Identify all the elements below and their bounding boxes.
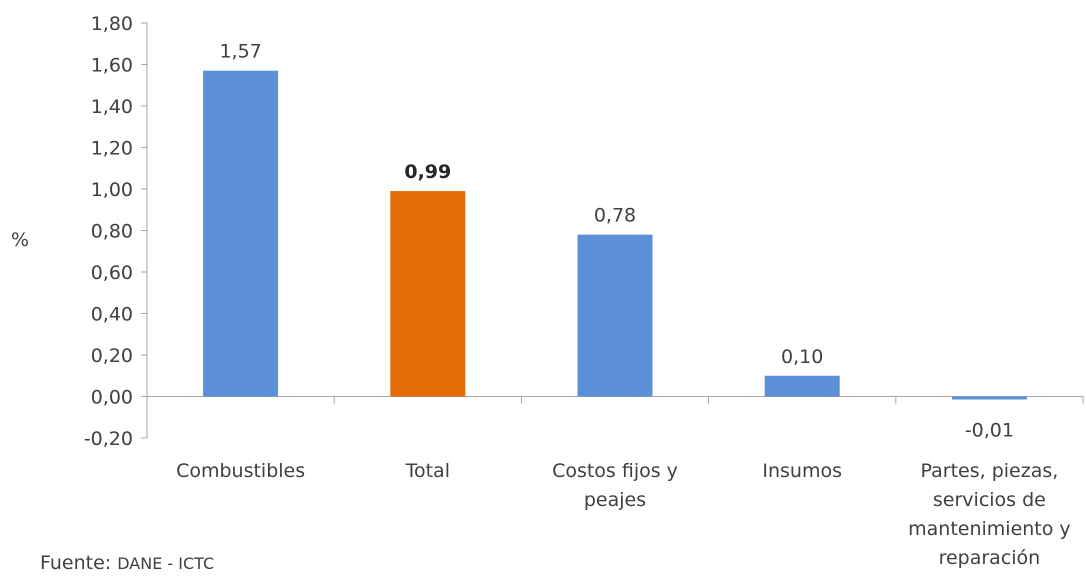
y-tick-label: 1,00 (91, 179, 133, 201)
bar (577, 234, 653, 397)
category-label-line: Costos fijos y (552, 460, 678, 482)
category-label: Total (405, 460, 450, 482)
category-label: Insumos (762, 460, 842, 482)
y-tick-label: 1,40 (91, 96, 133, 118)
y-axis-label: % (11, 229, 29, 251)
category-label-line: Partes, piezas, (921, 460, 1059, 482)
bar (390, 191, 466, 397)
source-note: Fuente: DANE - ICTC (40, 552, 214, 574)
source-prefix: Fuente: (40, 552, 118, 574)
source-org: DANE - ICTC (117, 554, 215, 573)
data-label: -0,01 (965, 420, 1014, 442)
y-tick-label: 0,80 (91, 221, 133, 243)
category-label-line: Combustibles (176, 460, 305, 482)
y-tick-label: 0,00 (91, 387, 133, 409)
category-label-line: peajes (584, 489, 646, 511)
y-tick-label: 0,40 (91, 304, 133, 326)
category-label: Costos fijos y peajes (552, 460, 678, 511)
category-label: Partes, piezas, servicios de mantenimiento… (908, 460, 1071, 569)
y-tick-label: -0,20 (84, 428, 133, 450)
category-label: Combustibles (176, 460, 305, 482)
data-label: 0,10 (781, 346, 823, 368)
data-label: 1,57 (219, 41, 261, 63)
bar (203, 70, 279, 397)
data-label: 0,78 (594, 205, 636, 227)
y-tick-label: 1,20 (91, 138, 133, 160)
y-tick-label: 1,80 (91, 13, 133, 35)
category-label-line: reparación (939, 547, 1041, 569)
y-tick-label: 0,60 (91, 262, 133, 284)
y-tick-label: 0,20 (91, 345, 133, 367)
category-label-line: Total (405, 460, 450, 482)
y-tick-label: 1,60 (91, 55, 133, 77)
category-label-line: Insumos (762, 460, 842, 482)
data-label: 0,99 (404, 161, 451, 183)
bar (764, 375, 840, 397)
bar (951, 396, 1027, 400)
category-label-line: mantenimiento y (908, 518, 1071, 540)
category-label-line: servicios de (933, 489, 1046, 511)
